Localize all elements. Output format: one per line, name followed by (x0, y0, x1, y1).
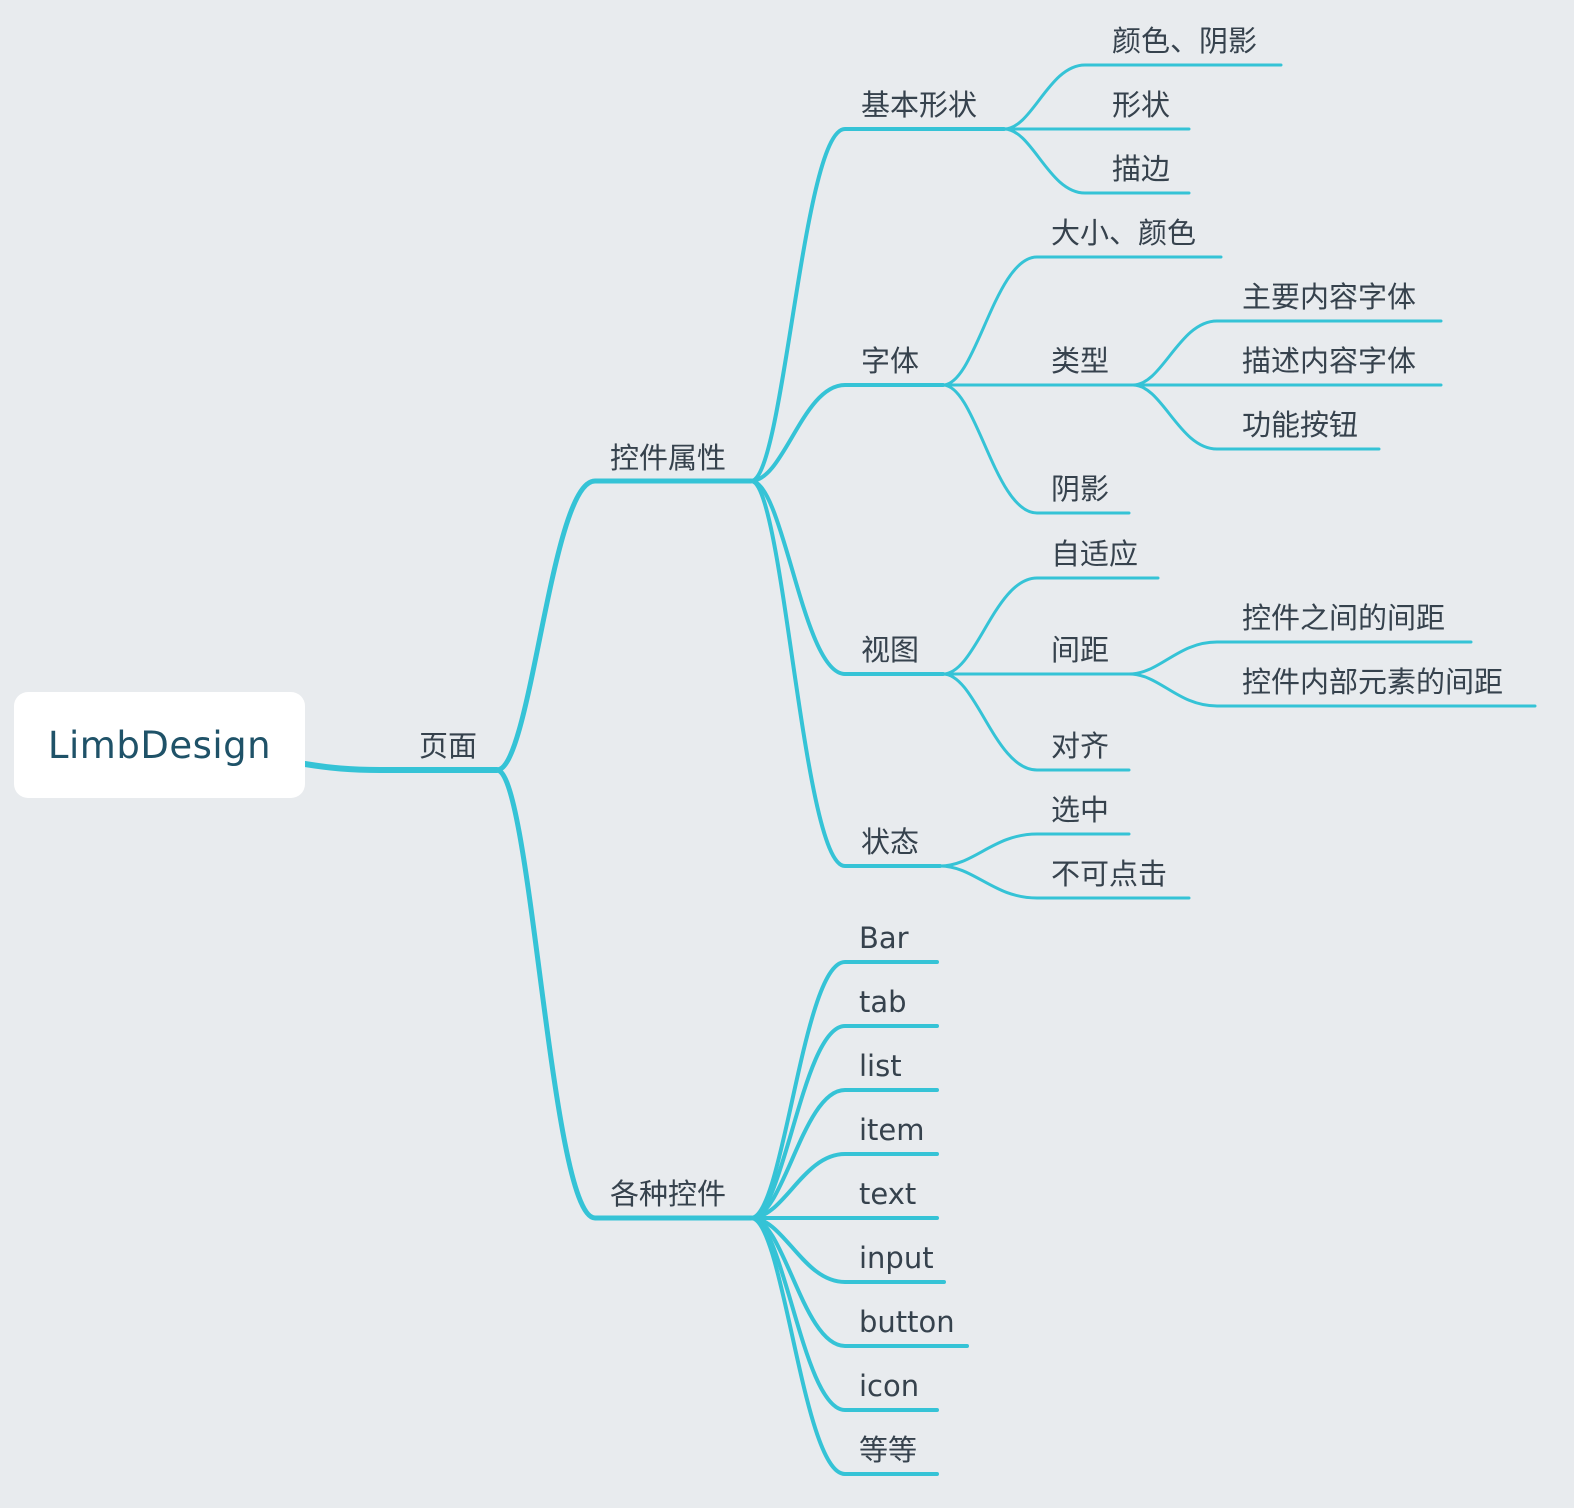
node-shape-form[interactable]: 形状 (1112, 88, 1171, 122)
node-various-controls[interactable]: 各种控件 (610, 1177, 727, 1211)
branch-font-type-main (1131, 319, 1443, 387)
node-font-type[interactable]: 类型 (1051, 344, 1110, 378)
branch-shape (749, 127, 1006, 483)
branch-view-align (941, 672, 1131, 772)
branch-view-spacing-between (1127, 640, 1473, 676)
node-state[interactable]: 状态 (861, 825, 920, 859)
branch-w-item (749, 1152, 939, 1220)
node-view-adaptive[interactable]: 自适应 (1051, 537, 1139, 571)
root-label: LimbDesign (47, 723, 272, 767)
branch-view-spacing-inner (1127, 672, 1537, 708)
node-widget-button[interactable]: button (859, 1305, 955, 1339)
node-widget-etc[interactable]: 等等 (859, 1433, 918, 1467)
node-page[interactable]: 页面 (419, 729, 478, 763)
root-node[interactable]: LimbDesign (14, 692, 305, 798)
node-font-shadow[interactable]: 阴影 (1051, 472, 1110, 506)
branch-props (494, 478, 754, 773)
branch-w-tab (749, 1024, 939, 1220)
node-widget-tab[interactable]: tab (859, 985, 907, 1019)
node-widget-item[interactable]: item (859, 1113, 925, 1147)
node-view-spacing[interactable]: 间距 (1051, 633, 1110, 667)
branch-page (302, 761, 500, 773)
node-widget-bar[interactable]: Bar (859, 921, 909, 955)
node-widget-text[interactable]: text (859, 1177, 917, 1211)
node-widget-input[interactable]: input (859, 1241, 934, 1275)
branch-shape-stroke (1002, 127, 1191, 195)
node-font-type-main[interactable]: 主要内容字体 (1242, 280, 1417, 314)
node-widget-icon[interactable]: icon (859, 1369, 920, 1403)
node-state-selected[interactable]: 选中 (1051, 793, 1110, 827)
node-font-type-button[interactable]: 功能按钮 (1242, 408, 1359, 442)
branch-w-etc (749, 1216, 939, 1476)
branch-w-list (749, 1088, 939, 1220)
branch-widgets (494, 767, 754, 1221)
node-spacing-between[interactable]: 控件之间的间距 (1242, 601, 1446, 635)
branch-state (749, 479, 942, 868)
branch-state-selected (938, 832, 1131, 868)
branch-state-disabled (938, 864, 1191, 900)
node-control-properties[interactable]: 控件属性 (610, 441, 727, 475)
branch-shape-color (1002, 63, 1283, 131)
branch-font (749, 383, 945, 483)
node-view-align[interactable]: 对齐 (1051, 729, 1110, 763)
branch-font-type-button (1131, 383, 1381, 451)
node-font[interactable]: 字体 (861, 344, 920, 378)
node-font-size-color[interactable]: 大小、颜色 (1051, 216, 1197, 250)
node-basic-shape[interactable]: 基本形状 (861, 88, 978, 122)
node-shape-color-shadow[interactable]: 颜色、阴影 (1112, 24, 1258, 58)
node-state-disabled[interactable]: 不可点击 (1051, 857, 1168, 891)
branch-font-size (941, 255, 1223, 387)
node-view[interactable]: 视图 (861, 633, 920, 667)
node-spacing-inner[interactable]: 控件内部元素的间距 (1242, 665, 1504, 699)
branch-view (749, 479, 945, 676)
branch-view-adapt (941, 576, 1160, 676)
node-font-type-desc[interactable]: 描述内容字体 (1242, 344, 1417, 378)
branch-font-shadow (941, 383, 1131, 515)
node-widget-list[interactable]: list (859, 1049, 902, 1083)
node-shape-stroke[interactable]: 描边 (1112, 152, 1171, 186)
